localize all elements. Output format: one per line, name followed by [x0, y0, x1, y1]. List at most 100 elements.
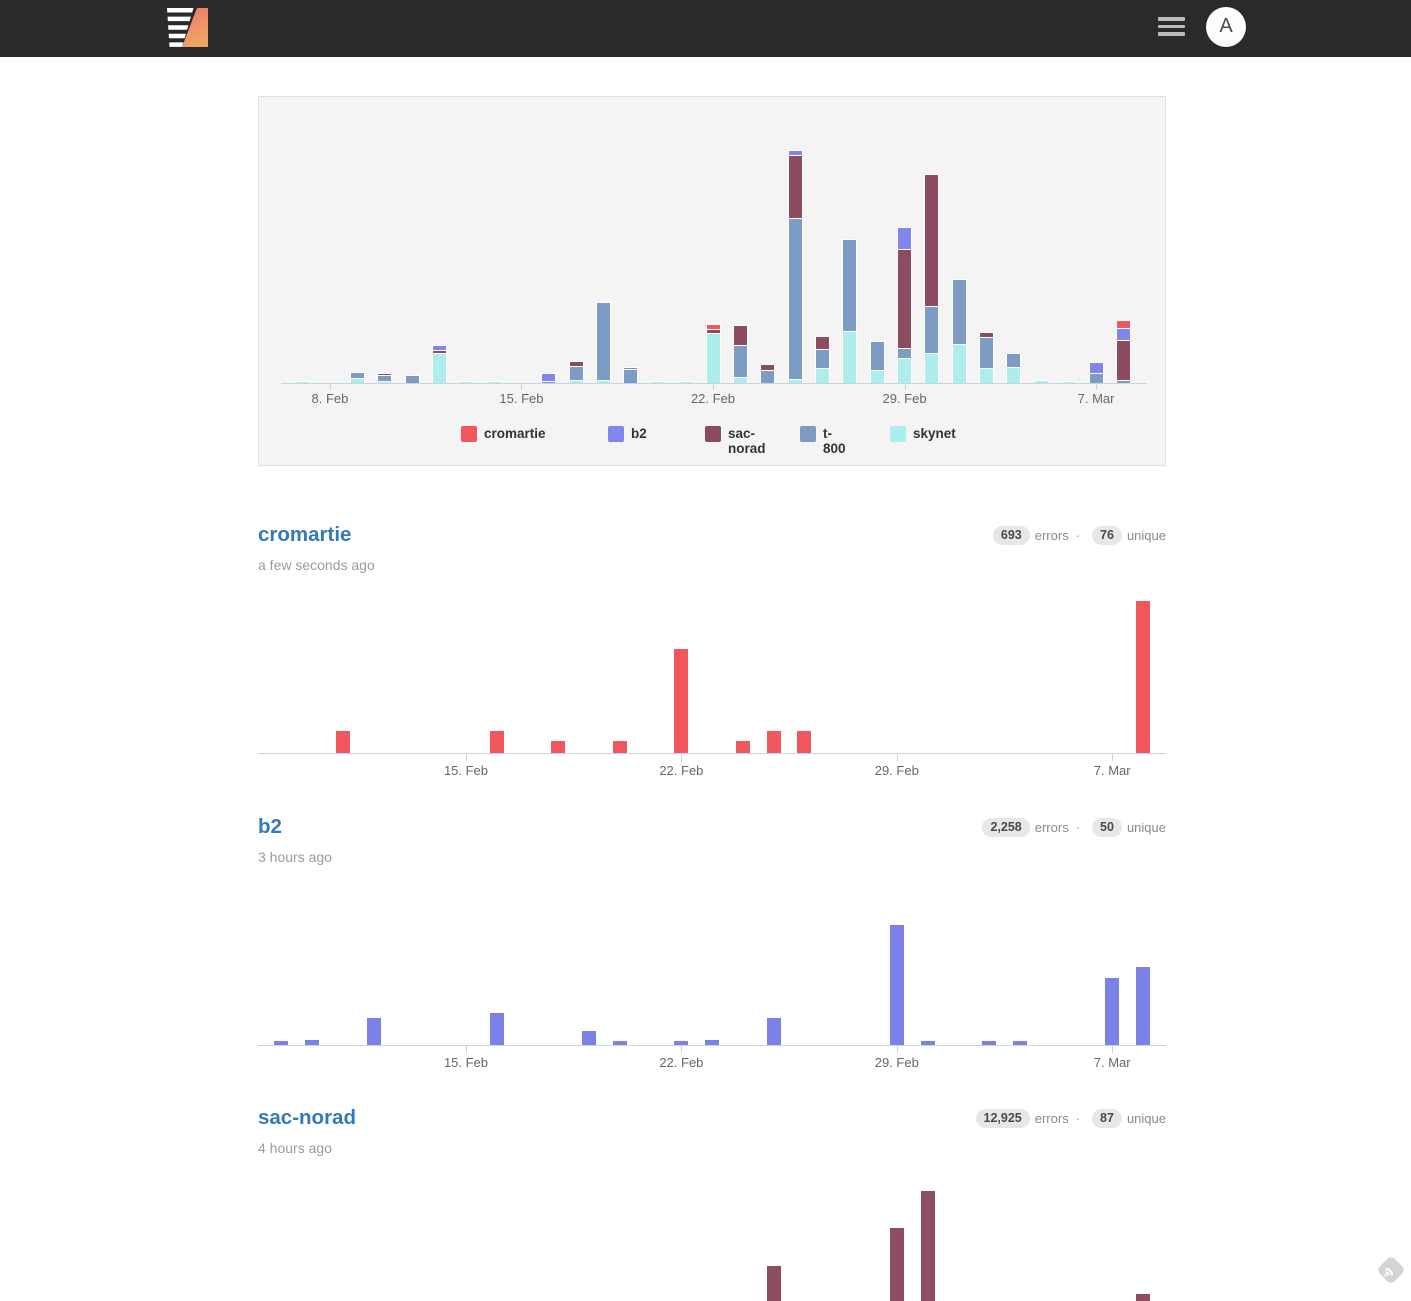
overview-chart-panel: 8. Feb 15. Feb 22. Feb 29. Feb 7. Mar cromar… — [258, 96, 1166, 466]
errors-count-badge: 2,258 — [982, 817, 1030, 837]
stacked-bar — [597, 303, 611, 383]
bar-segment-b2 — [1116, 329, 1130, 341]
bar-segment-skynet — [1034, 381, 1048, 383]
errors-count-badge: 12,925 — [975, 1108, 1030, 1128]
bar-segment-skynet — [898, 359, 912, 383]
bar-segment-t-800 — [733, 346, 747, 378]
feedly-watermark-icon — [1378, 1257, 1404, 1283]
bar-segment-sac-norad — [733, 326, 747, 346]
stacked-bar — [432, 346, 446, 383]
x-axis-tick — [1112, 753, 1114, 761]
bar-segment-skynet — [870, 371, 884, 383]
error-bar — [612, 741, 627, 753]
bar-segment-skynet — [432, 354, 446, 383]
bar-segment-skynet — [788, 380, 802, 383]
error-bar — [1135, 967, 1150, 1045]
bar-segment-skynet — [925, 354, 939, 383]
stacked-bar — [350, 373, 364, 383]
chart-legend: cromartie b2 sac-norad t-800 skynet — [259, 425, 1165, 456]
legend-swatch-t-800 — [800, 426, 816, 442]
bar-segment-skynet — [296, 382, 310, 383]
bar-segment-skynet — [651, 382, 665, 383]
errors-label: errors — [1034, 527, 1069, 543]
app-name-link[interactable]: cromartie — [258, 523, 352, 546]
legend-label: sac-norad — [728, 426, 766, 456]
x-axis-label: 7. Mar — [1093, 763, 1131, 778]
x-axis-label: 29. Feb — [882, 391, 927, 406]
x-axis-line — [281, 383, 1147, 384]
stacked-bar — [1034, 381, 1048, 383]
bar-segment-t-800 — [925, 307, 939, 354]
error-bar — [1012, 1041, 1027, 1045]
bar-segment-t-800 — [624, 370, 638, 383]
stacked-bar — [1089, 363, 1103, 383]
error-bar — [1105, 978, 1120, 1045]
x-axis-tick — [329, 383, 331, 390]
bar-segment-skynet — [350, 379, 364, 383]
bar-segment-skynet — [706, 334, 720, 383]
x-axis-tick — [465, 753, 467, 761]
stacked-bar — [1116, 321, 1130, 383]
x-axis-label: 7. Mar — [1093, 1055, 1131, 1070]
x-axis-label: 29. Feb — [874, 763, 919, 778]
error-bar — [366, 1018, 381, 1045]
bar-segment-b2 — [1089, 363, 1103, 374]
stacked-bar — [1062, 382, 1076, 383]
app-stats: 693 errors · 76 unique — [992, 525, 1166, 545]
stacked-bar — [980, 333, 994, 383]
stacked-bar — [898, 228, 912, 383]
error-bar — [889, 1228, 904, 1301]
bar-segment-sac-norad — [1116, 341, 1130, 381]
separator-dot: · — [1075, 527, 1081, 543]
legend-label: b2 — [631, 426, 647, 441]
error-bar — [705, 1040, 720, 1045]
app-section-cromartie: cromartie 693 errors · 76 unique a few seconds… — [258, 520, 1166, 778]
stacked-bar — [651, 382, 665, 383]
error-bar — [920, 1191, 935, 1301]
errbit-logo[interactable] — [167, 8, 209, 48]
last-error-time: 3 hours ago — [258, 849, 332, 865]
stacked-bar — [788, 151, 802, 383]
x-axis-line — [258, 1045, 1166, 1046]
legend-swatch-cromartie — [461, 426, 477, 442]
app-name-link[interactable]: b2 — [258, 815, 282, 838]
error-bar — [674, 649, 689, 753]
stacked-bar — [296, 382, 310, 383]
x-axis-tick — [713, 383, 714, 390]
x-axis-tick — [896, 753, 898, 761]
legend-label: skynet — [913, 426, 956, 441]
bar-segment-skynet — [980, 369, 994, 383]
bar-segment-sac-norad — [569, 362, 583, 367]
bar-segment-t-800 — [1089, 374, 1103, 383]
app-name-link[interactable]: sac-norad — [258, 1106, 356, 1129]
stacked-bar — [952, 280, 966, 383]
error-bar — [274, 1041, 289, 1045]
legend-swatch-skynet — [890, 426, 906, 442]
error-bar — [305, 1040, 320, 1045]
bar-segment-t-800 — [843, 240, 857, 332]
error-bar — [766, 1266, 781, 1301]
x-axis-label: 7. Mar — [1077, 391, 1115, 406]
error-bar — [920, 1041, 935, 1045]
bar-segment-skynet — [378, 382, 392, 383]
bar-segment-skynet — [733, 378, 747, 383]
legend-label: cromartie — [484, 426, 546, 441]
bar-segment-t-800 — [597, 303, 611, 381]
stacked-bar — [624, 368, 638, 383]
separator-dot: · — [1075, 819, 1081, 835]
bar-segment-sac-norad — [432, 351, 446, 354]
x-axis-tick — [465, 1045, 467, 1053]
error-bar — [797, 731, 812, 753]
x-axis-label: 29. Feb — [874, 1055, 919, 1070]
x-axis-label: 22. Feb — [690, 391, 736, 406]
bar-segment-skynet — [843, 332, 857, 383]
user-avatar[interactable]: A — [1206, 6, 1246, 47]
hamburger-menu-icon[interactable] — [1158, 17, 1185, 39]
bar-segment-t-800 — [761, 371, 775, 383]
bar-segment-b2 — [624, 368, 638, 370]
stacked-bar — [1007, 354, 1021, 383]
error-bar — [489, 731, 504, 753]
bar-segment-t-800 — [378, 376, 392, 382]
